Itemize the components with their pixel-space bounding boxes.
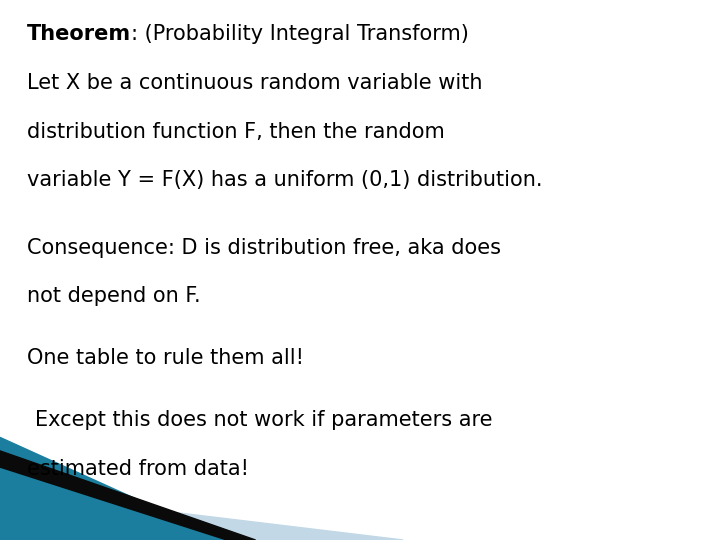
Text: Let X be a continuous random variable with: Let X be a continuous random variable wi… [27, 73, 483, 93]
Text: Consequence: D is distribution free, aka does: Consequence: D is distribution free, aka… [27, 238, 501, 258]
Text: One table to rule them all!: One table to rule them all! [27, 348, 305, 368]
Polygon shape [0, 467, 403, 540]
Text: : (Probability Integral Transform): : (Probability Integral Transform) [132, 24, 469, 44]
Text: variable Y = F(X) has a uniform (0,1) distribution.: variable Y = F(X) has a uniform (0,1) di… [27, 170, 543, 190]
Text: estimated from data!: estimated from data! [27, 459, 249, 479]
Polygon shape [0, 437, 227, 540]
Text: Except this does not work if parameters are: Except this does not work if parameters … [35, 410, 492, 430]
Text: not depend on F.: not depend on F. [27, 286, 201, 306]
Text: Theorem: Theorem [27, 24, 132, 44]
Text: distribution function F, then the random: distribution function F, then the random [27, 122, 445, 141]
Polygon shape [0, 451, 256, 540]
